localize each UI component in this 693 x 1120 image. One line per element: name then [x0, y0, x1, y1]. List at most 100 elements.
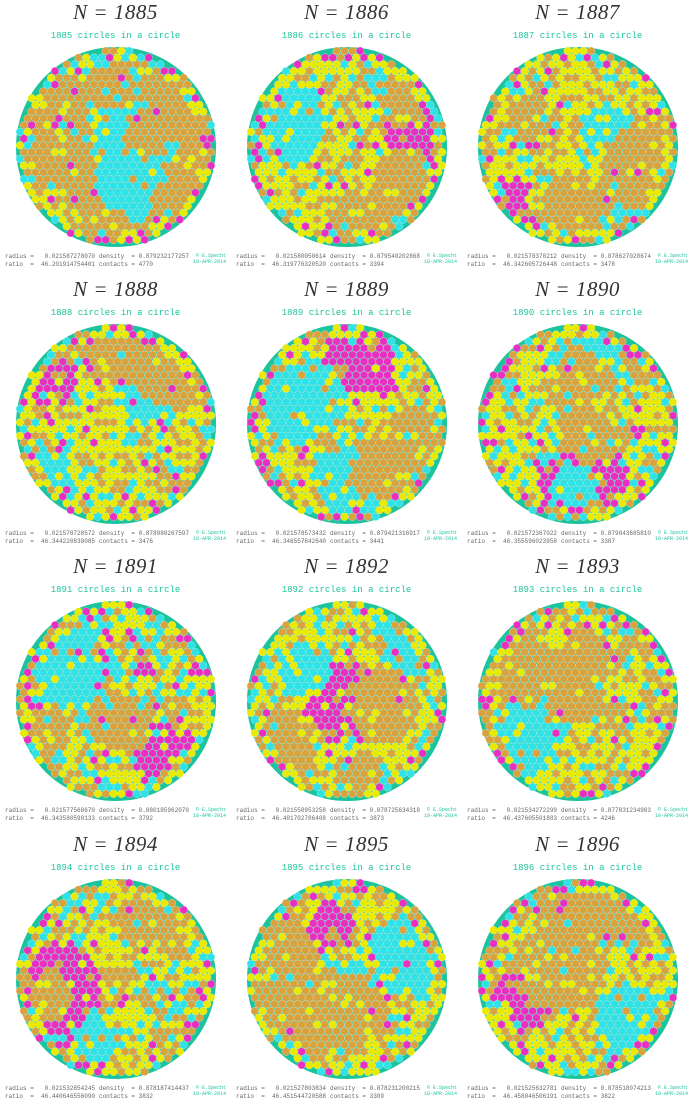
panel-stats: radius = 0.021572367022ratio = 46.355596…: [467, 530, 688, 546]
panel-title: N = 1894: [5, 832, 226, 857]
panel-subtitle: 1890 circles in a circle: [467, 308, 688, 318]
stat-density: density = 0.878231200215: [330, 1085, 420, 1093]
stat-radius: radius = 0.021534272299: [467, 807, 557, 815]
packing-panel-1886: N = 18861886 circles in a circleradius =…: [231, 0, 462, 277]
credit-badge: © E.Specht18-APR-2014: [424, 530, 457, 546]
stat-density: density = 0.878627028674: [561, 253, 651, 261]
stat-radius-value: 0.021525632781: [507, 1085, 557, 1092]
panel-title: N = 1891: [5, 554, 226, 579]
packing-panel-1885: N = 18851885 circles in a circleradius =…: [0, 0, 231, 277]
panel-stats: radius = 0.021534272299ratio = 46.437605…: [467, 807, 688, 823]
credit-line2: 18-APR-2014: [655, 536, 688, 542]
panel-stats: radius = 0.021578378212ratio = 46.342605…: [467, 253, 688, 269]
stat-ratio: ratio = 46.346557842640: [236, 538, 326, 546]
packing-figure: [247, 324, 447, 524]
stat-ratio-value: 46.458046506191: [503, 1093, 557, 1100]
panel-stats: radius = 0.021525632781ratio = 46.458046…: [467, 1085, 688, 1101]
panel-stats: radius = 0.021527803834ratio = 46.451544…: [236, 1085, 457, 1101]
stat-ratio-value: 46.319776320520: [272, 261, 326, 268]
packing-panel-1887: N = 18871887 circles in a circleradius =…: [462, 0, 693, 277]
stat-density: density = 0.878187414437: [99, 1085, 189, 1093]
credit-badge: © E.Specht18-APR-2014: [655, 807, 688, 823]
stat-contacts: contacts = 3476: [99, 538, 189, 546]
stat-density-value: 0.879232177257: [139, 253, 189, 260]
stat-density: density = 0.878518074213: [561, 1085, 651, 1093]
stat-radius-value: 0.021578728572: [45, 530, 95, 537]
stat-density-value: 0.878518074213: [601, 1085, 651, 1092]
stat-radius-value: 0.021572367022: [507, 530, 557, 537]
stat-contacts-value: 3441: [370, 538, 384, 545]
packing-figure: [478, 601, 678, 801]
packing-figure: [16, 47, 216, 247]
packing-figure: [478, 879, 678, 1079]
credit-line2: 18-APR-2014: [424, 813, 457, 819]
packing-panel-1893: N = 1893 1893 circles in a circle radius =…: [462, 554, 693, 831]
packing-panel-1895: N = 1895 1895 circles in a circle radius =…: [231, 832, 462, 1109]
panel-stats: radius = 0.021578573432ratio = 46.346557…: [236, 530, 457, 546]
credit-line2: 18-APR-2014: [424, 259, 457, 265]
stat-contacts: contacts = 3387: [561, 538, 651, 546]
stat-ratio-value: 46.343580590133: [41, 815, 95, 822]
packing-panel-1894: N = 18941894 circles in a circleradius =…: [0, 832, 231, 1109]
stat-density: density = 0.879043685810: [561, 530, 651, 538]
stat-radius: radius = 0.021578378212: [467, 253, 557, 261]
stat-radius: radius = 0.021550953258: [236, 807, 326, 815]
panel-title: N = 1890: [467, 277, 688, 302]
packing-figure: [478, 324, 678, 524]
stat-contacts-value: 3394: [370, 261, 384, 268]
panel-subtitle: 1895 circles in a circle: [236, 863, 457, 873]
stat-radius: radius = 0.021580050614: [236, 253, 326, 261]
stat-radius: radius = 0.021525632781: [467, 1085, 557, 1093]
panel-title: N = 1888: [5, 277, 226, 302]
stat-ratio: ratio = 46.355596023958: [467, 538, 557, 546]
panel-subtitle: 1893 circles in a circle: [467, 585, 688, 595]
stat-contacts-value: 3476: [139, 538, 153, 545]
stat-density: density = 0.879540202868: [330, 253, 420, 261]
stat-contacts-value: 3873: [370, 815, 384, 822]
packing-figure: [247, 879, 447, 1079]
stat-ratio-value: 46.355596023958: [503, 538, 557, 545]
panel-subtitle: 1896 circles in a circle: [467, 863, 688, 873]
stat-ratio: ratio = 46.401702786408: [236, 815, 326, 823]
credit-line2: 18-APR-2014: [193, 1091, 226, 1097]
stat-contacts: contacts = 4770: [99, 261, 189, 269]
credit-badge: © E.Specht18-APR-2014: [655, 253, 688, 269]
stat-ratio-value: 46.440646556090: [41, 1093, 95, 1100]
stat-density: density = 0.880185962070: [99, 807, 189, 815]
stat-radius-value: 0.021577568670: [45, 807, 95, 814]
stat-contacts-value: 4246: [601, 815, 615, 822]
stat-radius-value: 0.021580050614: [276, 253, 326, 260]
packing-figure: [16, 324, 216, 524]
stat-contacts: contacts = 3478: [561, 261, 651, 269]
credit-badge: © E.Specht18-APR-2014: [655, 1085, 688, 1101]
stat-contacts-value: 3309: [370, 1093, 384, 1100]
stat-density-value: 0.878627028674: [601, 253, 651, 260]
stat-density: density = 0.879421316917: [330, 530, 420, 538]
packing-figure: [247, 47, 447, 247]
stat-density-value: 0.879540202868: [370, 253, 420, 260]
stat-ratio: ratio = 46.319776320520: [236, 261, 326, 269]
credit-badge: © E.Specht18-APR-2014: [193, 1085, 226, 1101]
stat-radius: radius = 0.021578728572: [5, 530, 95, 538]
panel-subtitle: 1894 circles in a circle: [5, 863, 226, 873]
stat-ratio: ratio = 46.344220838085: [5, 538, 95, 546]
stat-ratio: ratio = 46.342605726448: [467, 261, 557, 269]
stat-contacts-value: 3478: [601, 261, 615, 268]
panel-subtitle: 1885 circles in a circle: [5, 31, 226, 41]
panel-stats: radius = 0.021578728572ratio = 46.344220…: [5, 530, 226, 546]
credit-badge: © E.Specht18-APR-2014: [193, 807, 226, 823]
panel-title: N = 1895: [236, 832, 457, 857]
credit-line2: 18-APR-2014: [424, 536, 457, 542]
credit-line2: 18-APR-2014: [193, 536, 226, 542]
stat-radius: radius = 0.021572367022: [467, 530, 557, 538]
stat-ratio-value: 46.401702786408: [272, 815, 326, 822]
packing-panel-1889: N = 18891889 circles in a circleradius =…: [231, 277, 462, 554]
stat-contacts-value: 3387: [601, 538, 615, 545]
panel-subtitle: 1886 circles in a circle: [236, 31, 457, 41]
packing-panel-1890: N = 1890 1890 circles in a circle radius =…: [462, 277, 693, 554]
stat-density-value: 0.878980267597: [139, 530, 189, 537]
panel-title: N = 1893: [467, 554, 688, 579]
packing-panel-1891: N = 18911891 circles in a circleradius =…: [0, 554, 231, 831]
stat-contacts-value: 3792: [139, 815, 153, 822]
stat-density: density = 0.879232177257: [99, 253, 189, 261]
